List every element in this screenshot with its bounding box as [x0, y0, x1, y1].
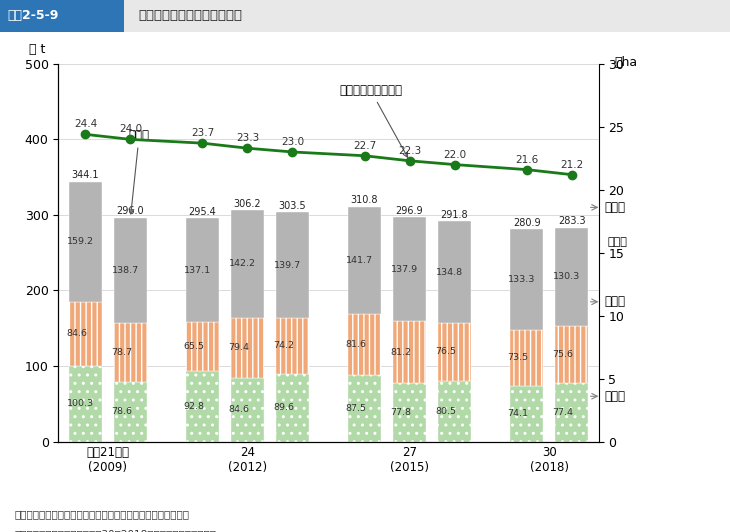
- Text: 81.6: 81.6: [345, 340, 366, 349]
- Bar: [348, 207, 381, 314]
- Bar: [114, 218, 147, 323]
- Bar: [186, 371, 219, 442]
- Text: 78.7: 78.7: [112, 348, 133, 357]
- Bar: [69, 302, 101, 366]
- Bar: [393, 321, 426, 383]
- Text: 74.2: 74.2: [274, 342, 295, 351]
- Text: りんご: りんご: [604, 295, 625, 309]
- Text: 100.3: 100.3: [66, 399, 93, 408]
- Text: 75.6: 75.6: [553, 350, 574, 359]
- Text: 159.2: 159.2: [66, 237, 93, 246]
- Text: 21.2: 21.2: [560, 160, 583, 170]
- Text: 310.8: 310.8: [350, 195, 378, 205]
- Text: 130.3: 130.3: [553, 272, 580, 281]
- Bar: [393, 217, 426, 321]
- Text: 139.7: 139.7: [274, 261, 301, 270]
- Text: 92.8: 92.8: [183, 402, 204, 411]
- Text: 76.5: 76.5: [436, 347, 457, 356]
- Bar: [114, 382, 147, 442]
- Text: みかん: みかん: [604, 390, 625, 403]
- Text: 84.6: 84.6: [228, 405, 250, 414]
- Text: 24.4: 24.4: [74, 119, 97, 129]
- Bar: [348, 376, 381, 442]
- Bar: [510, 229, 543, 330]
- Y-axis label: 万 t: 万 t: [28, 43, 45, 56]
- Bar: [276, 318, 309, 374]
- Text: 22.3: 22.3: [398, 146, 421, 156]
- Text: 84.6: 84.6: [66, 329, 88, 338]
- Bar: [231, 378, 264, 442]
- Text: 283.3: 283.3: [558, 216, 585, 226]
- Text: 87.5: 87.5: [345, 404, 366, 413]
- Text: 栽培面積（右目盛）: 栽培面積（右目盛）: [339, 84, 407, 157]
- Bar: [276, 212, 309, 318]
- Text: 注：生産量は年度の数値。平成30（2018）年度の生産量は概算値: 注：生産量は年度の数値。平成30（2018）年度の生産量は概算値: [15, 529, 217, 532]
- Text: 65.5: 65.5: [183, 342, 204, 351]
- Y-axis label: 万ha: 万ha: [614, 56, 637, 69]
- Text: 77.8: 77.8: [391, 408, 412, 417]
- Text: 主要果樹の栽培面積と生産量: 主要果樹の栽培面積と生産量: [139, 10, 242, 22]
- Text: 資料：農林水産省「耕地及び作付面積統計」、「食料需給表」: 資料：農林水産省「耕地及び作付面積統計」、「食料需給表」: [15, 510, 190, 520]
- Text: 291.8: 291.8: [441, 210, 469, 220]
- Text: 280.9: 280.9: [512, 218, 540, 228]
- Text: 23.7: 23.7: [191, 128, 214, 138]
- Text: 306.2: 306.2: [234, 199, 261, 209]
- Bar: [556, 326, 588, 383]
- Text: 81.2: 81.2: [391, 347, 412, 356]
- Bar: [556, 383, 588, 442]
- Text: 133.3: 133.3: [507, 275, 535, 284]
- Text: 141.7: 141.7: [345, 256, 372, 265]
- Text: 344.1: 344.1: [72, 170, 99, 180]
- Bar: [510, 330, 543, 386]
- Bar: [114, 323, 147, 382]
- Text: 21.6: 21.6: [515, 155, 538, 164]
- Text: 296.9: 296.9: [396, 206, 423, 216]
- Text: 78.6: 78.6: [112, 408, 133, 417]
- Bar: [276, 374, 309, 442]
- Text: 79.4: 79.4: [228, 343, 250, 352]
- Bar: [438, 323, 471, 381]
- Text: 23.0: 23.0: [281, 137, 304, 147]
- Bar: [510, 386, 543, 442]
- Text: 295.4: 295.4: [188, 207, 216, 217]
- Bar: [348, 314, 381, 376]
- Text: その他: その他: [607, 237, 628, 247]
- FancyBboxPatch shape: [124, 0, 730, 32]
- Bar: [231, 318, 264, 378]
- Text: 24.0: 24.0: [119, 124, 142, 135]
- Bar: [69, 181, 101, 302]
- Text: 134.8: 134.8: [436, 268, 463, 277]
- Text: 生産量: 生産量: [128, 129, 150, 214]
- Text: 142.2: 142.2: [228, 260, 256, 269]
- Text: 73.5: 73.5: [507, 353, 529, 362]
- Text: 137.9: 137.9: [391, 265, 418, 274]
- Text: 図表2-5-9: 図表2-5-9: [7, 10, 58, 22]
- Text: 22.7: 22.7: [353, 141, 376, 151]
- Text: 74.1: 74.1: [507, 409, 529, 418]
- Text: 137.1: 137.1: [183, 265, 211, 275]
- Text: 80.5: 80.5: [436, 406, 457, 415]
- Text: 77.4: 77.4: [553, 408, 574, 417]
- Text: その他: その他: [604, 201, 625, 214]
- Text: 303.5: 303.5: [279, 201, 307, 211]
- Bar: [186, 219, 219, 322]
- Text: 23.3: 23.3: [236, 133, 259, 143]
- Text: 89.6: 89.6: [274, 403, 295, 412]
- Bar: [438, 221, 471, 323]
- Text: 138.7: 138.7: [112, 266, 139, 275]
- Bar: [231, 210, 264, 318]
- Bar: [393, 383, 426, 442]
- Bar: [438, 381, 471, 442]
- Bar: [69, 366, 101, 442]
- FancyBboxPatch shape: [0, 0, 124, 32]
- Text: 22.0: 22.0: [443, 149, 466, 160]
- Bar: [186, 322, 219, 371]
- Text: 296.0: 296.0: [117, 206, 145, 217]
- Bar: [556, 228, 588, 326]
